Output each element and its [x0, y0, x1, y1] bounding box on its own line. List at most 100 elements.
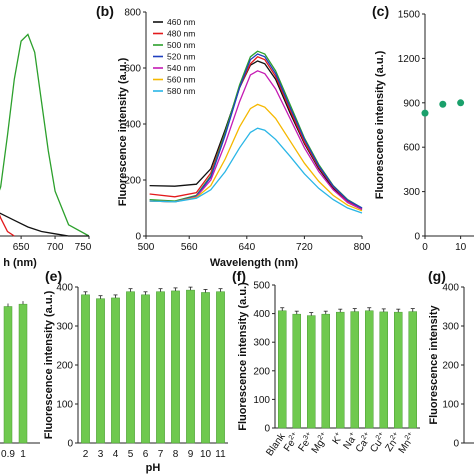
bar	[292, 313, 301, 429]
panel-a-spectra: 650 700 750 h (nm)	[0, 33, 92, 269]
panel-label: (b)	[96, 3, 114, 19]
x-tick-label: 4	[113, 449, 119, 460]
y-tick-label: 100	[56, 400, 73, 411]
y-tick-label: 200	[442, 361, 459, 372]
y-axis-label: Fluorescence intensity	[428, 305, 440, 425]
x-tick-label: 6	[143, 449, 149, 460]
x-tick-label: 500	[138, 242, 155, 253]
series-line-560-nm	[149, 103, 363, 212]
series-1-line	[0, 214, 15, 237]
legend-entry: 520 nm	[167, 52, 195, 62]
x-tick-label: 650	[13, 242, 30, 253]
y-axis-label: Fluorescence intensity (a.u.)	[43, 290, 55, 439]
y-tick-label: 200	[253, 366, 270, 377]
bar	[408, 311, 417, 429]
bar	[278, 310, 287, 429]
series-2-line	[0, 212, 89, 237]
x-tick-label: 10	[200, 449, 212, 460]
y-tick-label: 400	[442, 283, 459, 294]
panel-label: (g)	[428, 268, 446, 284]
bar	[216, 291, 225, 444]
panel-label: (e)	[45, 268, 62, 284]
y-tick-label: 1200	[398, 54, 421, 65]
bar	[321, 313, 330, 429]
bar	[365, 310, 374, 429]
x-axis-label: h (nm)	[3, 257, 37, 269]
x-tick-label: 560	[181, 242, 198, 253]
x-tick-label: 0	[422, 242, 428, 253]
data-point	[439, 100, 447, 108]
x-tick-label-superscript: 2+	[288, 431, 298, 442]
x-axis-label: pH	[146, 462, 161, 474]
bar	[3, 306, 13, 444]
y-tick-label: 0	[453, 439, 459, 450]
y-tick-label: 200	[56, 361, 73, 372]
x-tick-label-base: Zn	[383, 438, 399, 454]
x-tick-label-superscript: 2+	[389, 431, 399, 442]
series-0-line	[0, 33, 90, 237]
bar	[156, 291, 165, 444]
x-tick-label: 720	[296, 242, 313, 253]
y-tick-label: 600	[124, 64, 141, 75]
y-axis-label: Fluorescence intensity (a.u.)	[374, 50, 386, 199]
y-tick-label: 400	[56, 283, 73, 294]
x-tick-label: 7	[158, 449, 164, 460]
y-tick-label: 900	[403, 98, 420, 109]
panel-label: (c)	[372, 3, 389, 19]
bar	[18, 303, 28, 444]
x-tick-label-superscript: 2+	[360, 431, 370, 442]
panel-c-scatter: 0 300 600 900 1200 1500 0 10 Fluorescence intens…	[372, 3, 474, 253]
series-line-580-nm	[149, 127, 363, 214]
series-line-540-nm	[149, 70, 363, 210]
bar	[350, 311, 359, 429]
y-tick-label: 400	[124, 120, 141, 131]
bar	[307, 315, 316, 429]
y-tick-label: 0	[67, 439, 73, 450]
x-tick-label-base: Mn	[397, 438, 414, 456]
x-tick-label: 1	[20, 449, 26, 460]
bar	[96, 298, 105, 444]
x-tick-label-base: Cu	[368, 438, 384, 455]
panel-d-bar-chart: 0.9 1	[0, 301, 40, 460]
x-tick-label: 8	[173, 449, 179, 460]
bar	[186, 289, 195, 444]
bar	[141, 294, 150, 444]
y-tick-label: 600	[403, 143, 420, 154]
x-tick-label: 3	[98, 449, 104, 460]
x-tick-label: 640	[238, 242, 255, 253]
panel-b-emission-spectra: 0 200 400 600 800 500 560 640 720 800 Wavelength (…	[96, 3, 371, 269]
legend-entry: 580 nm	[167, 86, 195, 96]
y-tick-label: 100	[442, 400, 459, 411]
x-tick-label: 0.9	[1, 449, 15, 460]
x-tick-label: 11	[215, 449, 226, 460]
x-tick-label-base: Mg	[310, 438, 327, 456]
x-tick-label: 800	[354, 242, 371, 253]
bar	[126, 291, 135, 444]
y-axis-label: Fluorescence intensity (a.u.)	[117, 57, 129, 206]
panel-e-ph-bar-chart: 0 100 200 300 400 2 3 4 5 6 7 8 9 10 11 pH Fluorescence …	[43, 268, 228, 474]
y-tick-label: 0	[264, 424, 270, 435]
x-tick-label: 5	[128, 449, 134, 460]
legend-entry: 480 nm	[167, 29, 195, 39]
bar	[201, 292, 210, 444]
x-tick-label-superscript: 2+	[375, 431, 385, 442]
x-tick-label-superscript: 2+	[404, 431, 414, 442]
data-point	[457, 99, 465, 107]
y-tick-label: 100	[253, 395, 270, 406]
panel-label: (f)	[232, 268, 246, 284]
x-tick-label: 10	[455, 242, 467, 253]
legend-entry: 500 nm	[167, 40, 195, 50]
x-tick-label: 700	[47, 242, 64, 253]
data-point	[421, 109, 429, 117]
bar	[379, 311, 388, 429]
bar	[394, 311, 403, 429]
y-tick-label: 800	[124, 8, 141, 19]
bar	[81, 294, 90, 444]
y-tick-label: 1500	[398, 10, 421, 21]
y-tick-label: 300	[442, 322, 459, 333]
y-tick-label: 400	[253, 309, 270, 320]
bar	[111, 297, 120, 444]
